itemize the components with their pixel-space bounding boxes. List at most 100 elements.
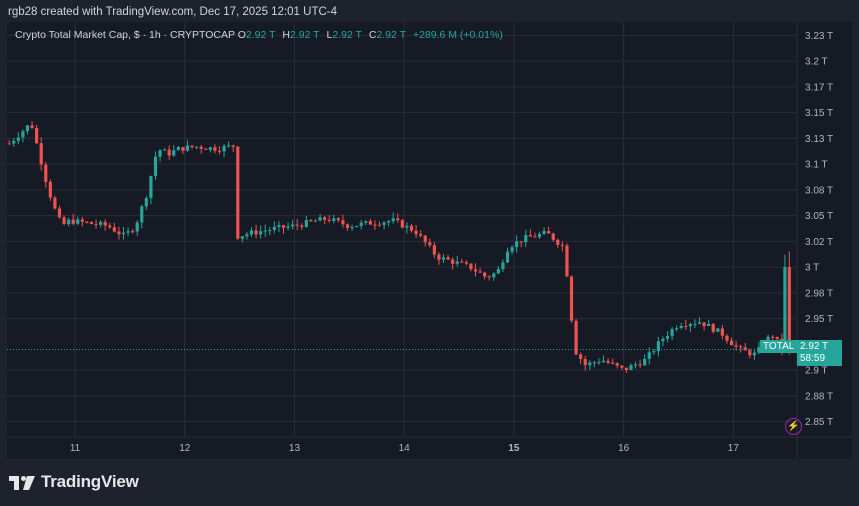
candle-body: [615, 363, 619, 366]
candle-body: [117, 231, 121, 235]
candle-body: [638, 364, 642, 366]
candle-body: [153, 156, 158, 177]
candle-body: [67, 219, 71, 225]
candle-body: [204, 148, 208, 150]
candle-body: [652, 351, 656, 353]
candle-body: [739, 346, 743, 348]
candle-body: [373, 224, 377, 226]
candle-body: [729, 340, 734, 346]
lightning-icon[interactable]: ⚡: [785, 418, 802, 435]
candle-body: [195, 146, 199, 148]
candle-body: [551, 233, 555, 240]
candle-body: [428, 242, 432, 246]
candle-body: [341, 220, 345, 225]
candle-body: [752, 352, 756, 356]
candle-body: [263, 230, 267, 232]
candle-body: [787, 267, 791, 350]
candle-body: [597, 362, 601, 364]
candle-body: [697, 322, 702, 324]
candle-body: [478, 271, 482, 273]
candle-body: [783, 267, 787, 350]
candle-body: [350, 227, 354, 229]
candle-body: [80, 219, 84, 222]
candle-body: [259, 231, 263, 235]
candle-body: [647, 352, 651, 359]
candle-body: [592, 362, 596, 364]
x-tick-label: 13: [289, 443, 301, 454]
symbol-label[interactable]: Crypto Total Market Cap, $ · 1h · CRYPTO…: [15, 29, 235, 41]
y-tick-label: 3.1 T: [805, 160, 828, 171]
x-tick-label: 17: [728, 443, 740, 454]
candle-body: [670, 329, 674, 337]
candle-body: [126, 231, 130, 233]
candle-body: [611, 362, 615, 364]
x-tick-label: 11: [70, 443, 81, 454]
candle-body: [720, 328, 724, 336]
attribution-header: rgb28 created with TradingView.com, Dec …: [0, 0, 859, 22]
last-price-value: 2.92 T: [800, 341, 829, 352]
candle-body: [71, 219, 75, 224]
candle-body: [496, 269, 500, 274]
candle-body: [501, 262, 505, 270]
candle-body: [487, 276, 491, 278]
low-value: 2.92 T: [332, 29, 362, 41]
candle-body: [542, 230, 546, 235]
candle-body: [199, 146, 203, 149]
candle-body: [725, 335, 729, 341]
candle-body: [533, 236, 537, 238]
candle-body: [391, 218, 395, 222]
symbol-price-tag-name: TOTAL: [763, 341, 795, 352]
candle-body: [272, 226, 276, 231]
candle-body: [387, 221, 391, 223]
candle-body: [693, 323, 697, 325]
candle-body: [355, 225, 359, 228]
y-tick-label: 3.17 T: [805, 82, 833, 93]
candle-body: [39, 143, 43, 165]
candle-body: [528, 234, 532, 237]
price-chart[interactable]: 3.23 T 3.2 T 3.17 T 3.15 T 3.13 T 3.1 T 3.08 T…: [7, 22, 852, 459]
candle-body: [336, 218, 340, 221]
candle-body: [679, 325, 683, 328]
candle-body: [377, 224, 382, 226]
candle-body: [149, 176, 153, 199]
change-value: +289.6 M (+0.01%): [412, 29, 503, 41]
candle-body: [286, 226, 290, 228]
candle-body: [574, 320, 578, 355]
candle-body: [12, 140, 16, 144]
candle-body: [547, 230, 551, 234]
candle-body: [327, 219, 331, 221]
candle-body: [25, 125, 30, 132]
candle-body: [76, 219, 80, 224]
chart-panel[interactable]: 3.23 T 3.2 T 3.17 T 3.15 T 3.13 T 3.1 T 3.08 T…: [7, 22, 852, 459]
candle-body: [583, 359, 587, 366]
candle-body: [661, 338, 665, 342]
candle-body: [359, 222, 363, 226]
candle-body: [492, 273, 496, 278]
candle-body: [707, 324, 711, 326]
candle-body: [446, 257, 450, 260]
candle-body: [437, 254, 441, 260]
candle-body: [313, 220, 318, 222]
symbol-price-tag: TOTAL: [760, 340, 798, 353]
candle-body: [684, 325, 688, 327]
y-tick-label: 2.85 T: [805, 417, 833, 428]
candle-body: [579, 354, 583, 360]
chart-legend: Crypto Total Market Cap, $ · 1h · CRYPTO…: [15, 29, 507, 41]
candle-body: [473, 269, 478, 272]
candle-body: [441, 257, 446, 260]
candle-body: [716, 328, 720, 332]
candle-body: [291, 224, 295, 227]
candle-body: [455, 261, 459, 264]
candle-body: [94, 223, 98, 225]
candle-body: [48, 181, 52, 198]
tradingview-logo[interactable]: TradingView: [9, 472, 139, 492]
candle-body: [213, 147, 217, 151]
candle-body: [414, 230, 418, 235]
candle-body: [167, 149, 171, 156]
tradingview-logo-icon: [9, 476, 35, 490]
candle-body: [624, 367, 628, 371]
candle-body: [163, 149, 167, 151]
candle-body: [743, 347, 747, 351]
candle-body: [208, 147, 212, 150]
candle-body: [112, 227, 116, 232]
